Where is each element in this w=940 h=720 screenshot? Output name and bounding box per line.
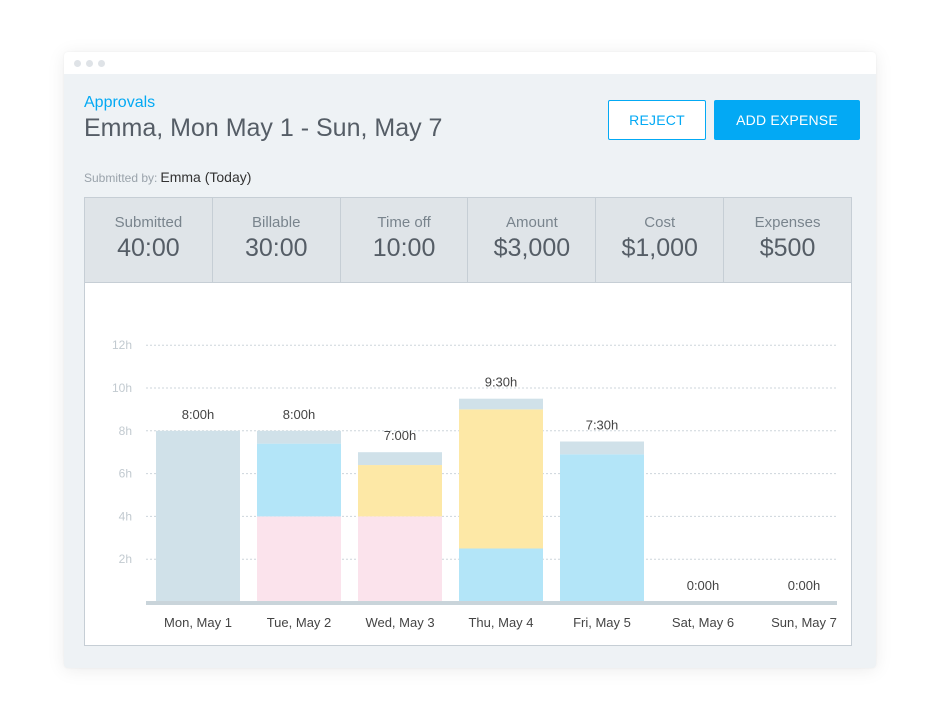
chart-baseline xyxy=(146,601,837,605)
stat-value: $1,000 xyxy=(621,234,698,262)
summary-stats: Submitted 40:00 Billable 30:00 Time off … xyxy=(84,197,852,283)
submitted-by: Submitted by: Emma (Today) xyxy=(84,169,251,187)
stat-label: Submitted xyxy=(114,214,183,231)
stat-submitted: Submitted 40:00 xyxy=(85,198,213,282)
stat-label: Cost xyxy=(644,214,676,231)
bar-segment xyxy=(560,454,644,602)
stat-label: Time off xyxy=(377,214,431,231)
x-tick-label: Sat, May 6 xyxy=(672,615,734,630)
submitted-by-label: Submitted by: xyxy=(84,171,158,185)
bar-segment xyxy=(560,441,644,455)
stat-label: Amount xyxy=(506,214,558,231)
bar-total-label: 8:00h xyxy=(283,407,316,422)
x-tick-label: Mon, May 1 xyxy=(164,615,232,630)
stat-value: $500 xyxy=(759,234,816,262)
stat-amount: Amount $3,000 xyxy=(468,198,597,282)
bar-segment xyxy=(257,516,341,602)
x-tick-label: Wed, May 3 xyxy=(365,615,434,630)
stat-value: 40:00 xyxy=(117,234,180,262)
y-tick-label: 2h xyxy=(119,552,132,566)
bar-total-label: 8:00h xyxy=(182,407,215,422)
add-expense-button[interactable]: ADD EXPENSE xyxy=(714,100,860,140)
stat-label: Billable xyxy=(252,214,301,231)
x-tick-label: Thu, May 4 xyxy=(468,615,533,630)
bar-segment xyxy=(459,398,543,410)
stat-value: $3,000 xyxy=(493,234,571,262)
bar-total-label: 7:00h xyxy=(384,428,417,443)
breadcrumb-approvals[interactable]: Approvals xyxy=(84,94,156,111)
y-tick-label: 4h xyxy=(119,509,132,523)
page-title: Emma, Mon May 1 - Sun, May 7 xyxy=(84,114,443,142)
y-tick-label: 8h xyxy=(119,424,132,438)
stat-expenses: Expenses $500 xyxy=(724,198,851,282)
window-dot-icon xyxy=(74,60,81,67)
x-tick-label: Tue, May 2 xyxy=(267,615,332,630)
stat-time-off: Time off 10:00 xyxy=(341,198,469,282)
submitted-by-value: Emma (Today) xyxy=(160,169,252,185)
stat-value: 10:00 xyxy=(372,234,436,262)
bar-segment xyxy=(358,465,442,517)
bar-segment xyxy=(156,430,240,602)
bar-total-label: 7:30h xyxy=(586,418,619,433)
bar-segment xyxy=(459,409,543,549)
window-titlebar xyxy=(64,52,876,74)
bar-total-label: 0:00h xyxy=(788,578,821,593)
bar-segment xyxy=(257,443,341,517)
stat-cost: Cost $1,000 xyxy=(596,198,725,282)
stat-billable: Billable 30:00 xyxy=(213,198,341,282)
stat-label: Expenses xyxy=(754,214,821,231)
bar-segment xyxy=(358,452,442,466)
bar-total-label: 9:30h xyxy=(485,375,518,390)
window-dot-icon xyxy=(86,60,93,67)
y-tick-label: 6h xyxy=(119,467,132,481)
x-tick-label: Fri, May 5 xyxy=(573,615,631,630)
hours-chart: 2h 4h 6h 8h 10h 12h 8:00h Mon, May 1 8:00h Tue, M… xyxy=(84,282,852,646)
stat-value: 30:00 xyxy=(244,234,308,262)
y-tick-label: 10h xyxy=(112,381,132,395)
y-tick-label: 12h xyxy=(112,338,132,352)
window-dot-icon xyxy=(98,60,105,67)
bar-total-label: 0:00h xyxy=(687,578,720,593)
x-tick-label: Sun, May 7 xyxy=(771,615,837,630)
bar-segment xyxy=(257,430,341,444)
reject-button[interactable]: REJECT xyxy=(608,100,706,140)
approval-window: Approvals Emma, Mon May 1 - Sun, May 7 R… xyxy=(64,52,876,668)
bar-segment xyxy=(459,548,543,602)
hours-chart-svg: 2h 4h 6h 8h 10h 12h 8:00h Mon, May 1 8:00h Tue, M… xyxy=(112,338,837,630)
bar-segment xyxy=(358,516,442,602)
